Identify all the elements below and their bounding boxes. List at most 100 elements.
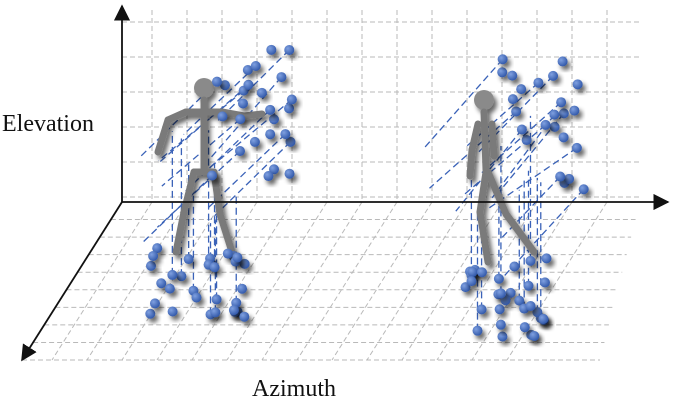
point (557, 56, 568, 67)
grid-line (226, 201, 328, 361)
point (176, 271, 187, 282)
point (495, 319, 506, 330)
point (511, 106, 522, 117)
grid-line (296, 201, 398, 361)
point (228, 305, 239, 316)
point (571, 142, 582, 153)
point (237, 98, 248, 109)
point-cloud (145, 44, 589, 342)
grid-line (261, 201, 363, 361)
grid-line (331, 201, 433, 361)
point (249, 136, 260, 147)
grid-line (156, 201, 258, 361)
point (250, 61, 261, 72)
point (276, 72, 287, 83)
point (525, 300, 536, 311)
point (476, 267, 487, 278)
point (242, 64, 253, 75)
point (239, 258, 250, 269)
point (183, 254, 194, 265)
point (555, 171, 566, 182)
person-right (466, 90, 538, 266)
projection-line (462, 124, 546, 197)
point (549, 109, 560, 120)
point (148, 250, 159, 261)
point (494, 304, 505, 315)
point (533, 77, 544, 88)
point (539, 277, 550, 288)
point (222, 248, 233, 259)
azimuth-axis (21, 201, 123, 362)
projection-line (209, 76, 282, 159)
point (268, 164, 279, 175)
point (191, 292, 202, 303)
point (564, 173, 575, 184)
point (145, 260, 156, 271)
point (558, 108, 569, 119)
point (532, 307, 543, 318)
grid-line (471, 201, 573, 361)
projection-line (210, 141, 291, 220)
point (472, 325, 483, 336)
point (548, 70, 559, 81)
point (495, 288, 506, 299)
point (167, 306, 178, 317)
projection-line (478, 101, 562, 176)
azimuth-label: Azimuth (252, 376, 336, 402)
point (538, 313, 549, 324)
projection-line (217, 49, 290, 121)
point (541, 253, 552, 264)
grid-line (86, 201, 188, 361)
point (558, 132, 569, 143)
point (286, 94, 297, 105)
grid-line (401, 201, 503, 361)
grid (22, 10, 640, 361)
point (556, 97, 567, 108)
point (572, 79, 583, 90)
point (265, 104, 276, 115)
projection-line (182, 109, 271, 195)
point (529, 331, 540, 342)
grid-line (506, 201, 608, 361)
point (521, 135, 532, 146)
projection-line (156, 150, 241, 228)
projection-line (142, 175, 213, 243)
point (509, 261, 520, 272)
point (149, 298, 160, 309)
point (284, 44, 295, 55)
projection-line (498, 176, 561, 242)
point (497, 331, 508, 342)
point (145, 308, 156, 319)
grid-line (51, 201, 153, 361)
elevation-label: Elevation (2, 111, 94, 137)
point (284, 103, 295, 114)
point (265, 129, 276, 140)
point (284, 168, 295, 179)
projection-line (423, 58, 504, 149)
grid-line (191, 201, 293, 361)
point (152, 243, 163, 254)
point (516, 124, 527, 135)
point (207, 170, 218, 181)
projection-line (504, 188, 585, 276)
point (523, 280, 534, 291)
projection-line (210, 99, 293, 168)
point (540, 119, 551, 130)
point (243, 79, 254, 90)
point (516, 84, 527, 95)
point (466, 276, 477, 287)
point (211, 294, 222, 305)
point (263, 171, 274, 182)
point (235, 114, 246, 125)
point (256, 87, 267, 98)
point (476, 304, 487, 315)
grid-line (121, 201, 223, 361)
point (209, 262, 220, 273)
point (210, 307, 221, 318)
point (514, 295, 525, 306)
grid-line (366, 201, 468, 361)
point (280, 129, 291, 140)
projection-line (183, 65, 257, 135)
projection-line (455, 129, 523, 212)
